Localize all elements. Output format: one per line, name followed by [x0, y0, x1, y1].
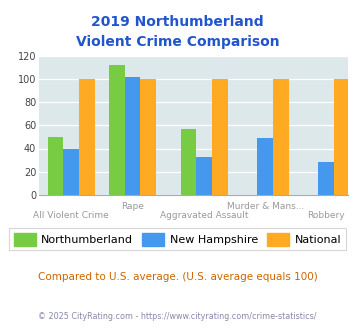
Text: © 2025 CityRating.com - https://www.cityrating.com/crime-statistics/: © 2025 CityRating.com - https://www.city…: [38, 312, 317, 321]
Bar: [48, 137, 64, 195]
Bar: [125, 77, 140, 195]
Bar: [79, 79, 95, 195]
Text: Rape: Rape: [121, 202, 144, 211]
Text: Compared to U.S. average. (U.S. average equals 100): Compared to U.S. average. (U.S. average …: [38, 272, 317, 282]
Text: Violent Crime Comparison: Violent Crime Comparison: [76, 35, 279, 49]
Bar: [212, 79, 228, 195]
Bar: [196, 157, 212, 195]
Text: Aggravated Assault: Aggravated Assault: [160, 211, 248, 220]
Text: 2019 Northumberland: 2019 Northumberland: [91, 15, 264, 29]
Legend: Northumberland, New Hampshire, National: Northumberland, New Hampshire, National: [9, 228, 346, 250]
Bar: [257, 138, 273, 195]
Bar: [140, 79, 156, 195]
Bar: [181, 129, 196, 195]
Bar: [273, 79, 289, 195]
Text: Murder & Mans...: Murder & Mans...: [226, 202, 304, 211]
Text: Robbery: Robbery: [307, 211, 345, 220]
Text: All Violent Crime: All Violent Crime: [33, 211, 109, 220]
Bar: [109, 65, 125, 195]
Bar: [318, 162, 334, 195]
Bar: [64, 148, 79, 195]
Bar: [334, 79, 350, 195]
